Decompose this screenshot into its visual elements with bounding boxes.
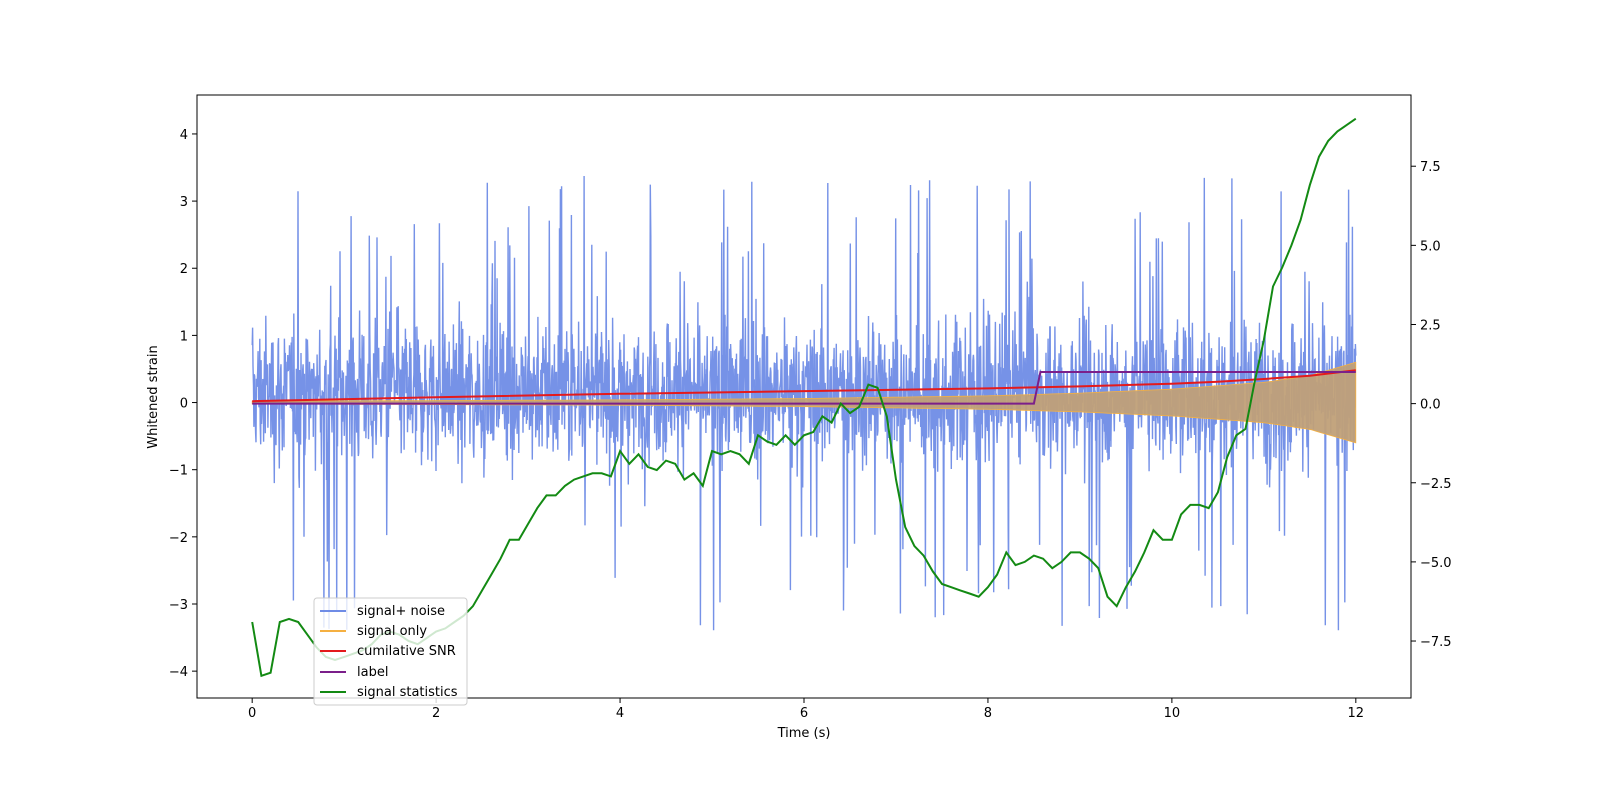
x-tick-label: 0 — [248, 706, 256, 721]
y-tick-label: 2 — [180, 262, 188, 277]
y-tick-label: 0 — [180, 397, 188, 412]
legend-label-snr: cumilative SNR — [357, 644, 456, 659]
y2-tick-label: −7.5 — [1420, 635, 1452, 650]
x-tick-label: 6 — [800, 706, 808, 721]
y-tick-label: −2 — [169, 531, 188, 546]
legend-label-noise: signal+ noise — [357, 604, 445, 619]
x-tick-label: 12 — [1348, 706, 1365, 721]
y-tick-label: −1 — [169, 464, 188, 479]
legend-label-signal: signal only — [357, 624, 427, 639]
series-label — [252, 371, 1356, 405]
y2-tick-label: 0.0 — [1420, 398, 1441, 413]
legend-box — [313, 597, 468, 706]
series-cumulative-snr — [252, 369, 1356, 403]
series-signal-noise — [251, 175, 1357, 631]
legend-label-label: label — [357, 665, 388, 680]
y2-tick-label: 2.5 — [1420, 318, 1441, 333]
y-axis-left: −4 −3 −2 −1 0 1 2 3 4 — [169, 128, 197, 680]
x-tick-label: 2 — [432, 706, 440, 721]
y2-tick-label: 5.0 — [1420, 239, 1441, 254]
legend-label-stats: signal statistics — [357, 685, 458, 700]
y2-tick-label: 7.5 — [1420, 160, 1441, 175]
y-axis-label: Whitened strain — [146, 345, 161, 448]
legend: signal+ noise signal only cumilative SNR… — [313, 597, 468, 706]
x-tick-label: 10 — [1164, 706, 1181, 721]
y-tick-label: −3 — [169, 598, 188, 613]
x-axis: 0 2 4 6 8 10 12 — [248, 698, 1364, 721]
y-tick-label: 1 — [180, 329, 188, 344]
series-signal-only — [251, 361, 1357, 444]
x-axis-label: Time (s) — [777, 726, 831, 741]
series-layer — [251, 117, 1357, 678]
x-tick-label: 8 — [984, 706, 992, 721]
y-axis-right: −7.5 −5.0 −2.5 0.0 2.5 5.0 7.5 — [1411, 160, 1452, 650]
y-tick-label: 4 — [180, 128, 188, 143]
y-tick-label: 3 — [180, 195, 188, 210]
y2-tick-label: −2.5 — [1420, 477, 1452, 492]
y2-tick-label: −5.0 — [1420, 556, 1452, 571]
x-tick-label: 4 — [616, 706, 624, 721]
y-tick-label: −4 — [169, 665, 188, 680]
